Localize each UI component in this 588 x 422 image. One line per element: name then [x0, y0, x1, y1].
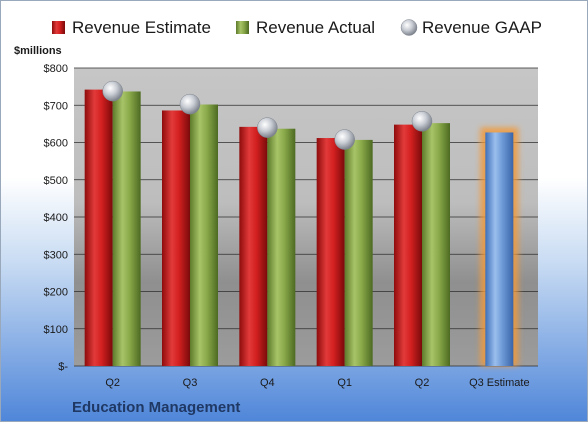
bar-revenue-estimate	[239, 126, 268, 366]
x-tick-label: Q4	[260, 377, 275, 389]
x-tick-label: Q2	[415, 377, 430, 389]
y-tick-label: $400	[44, 212, 68, 224]
bar-revenue-actual	[344, 139, 373, 366]
legend-label: Revenue Estimate	[72, 18, 211, 37]
x-tick-label: Q2	[105, 377, 120, 389]
x-tick-label: Q1	[337, 377, 352, 389]
bar-revenue-actual	[422, 123, 450, 366]
legend-label: Revenue Actual	[256, 18, 375, 37]
y-unit-label: $millions	[14, 45, 62, 57]
bar-revenue-actual	[112, 91, 141, 366]
gridlines	[74, 67, 538, 367]
y-tick-label: $500	[44, 175, 68, 187]
company-name: Education Management	[72, 399, 240, 416]
bar-revenue-estimate	[316, 138, 345, 366]
legend-swatch	[400, 19, 418, 36]
bar-revenue-estimate	[84, 89, 113, 366]
bar-q3-estimate	[485, 132, 514, 366]
legend-swatch	[52, 21, 65, 34]
bar-revenue-actual	[267, 128, 296, 366]
y-tick-label: $700	[44, 100, 68, 112]
legend: Revenue Estimate Revenue Actual Revenue GA…	[52, 18, 542, 37]
marker-revenue-gaap	[411, 111, 433, 132]
y-tick-label: $600	[44, 138, 68, 150]
x-tick-label: Q3 Estimate	[469, 377, 530, 389]
x-tick-label: Q3	[183, 377, 198, 389]
y-tick-label: $-	[58, 361, 68, 373]
legend-swatch	[236, 21, 249, 34]
bar-revenue-estimate	[394, 124, 422, 367]
y-tick-label: $300	[44, 249, 68, 261]
marker-revenue-gaap	[334, 129, 355, 150]
bar-revenue-actual	[190, 104, 218, 366]
y-tick-label: $800	[44, 63, 68, 75]
marker-revenue-gaap	[179, 93, 201, 115]
y-tick-label: $100	[44, 324, 68, 336]
bars	[84, 89, 519, 367]
marker-revenue-gaap	[102, 80, 123, 102]
gaap-markers	[102, 80, 433, 150]
marker-revenue-gaap	[257, 117, 278, 138]
bar-revenue-estimate	[162, 110, 190, 366]
y-axis-ticks: $- $100 $200 $300 $400 $500 $600 $700 $800	[44, 63, 69, 373]
x-axis-ticks: Q2 Q3 Q4 Q1 Q2 Q3 Estimate	[105, 377, 529, 389]
y-tick-label: $200	[44, 287, 68, 299]
legend-label: Revenue GAAP	[422, 18, 542, 37]
